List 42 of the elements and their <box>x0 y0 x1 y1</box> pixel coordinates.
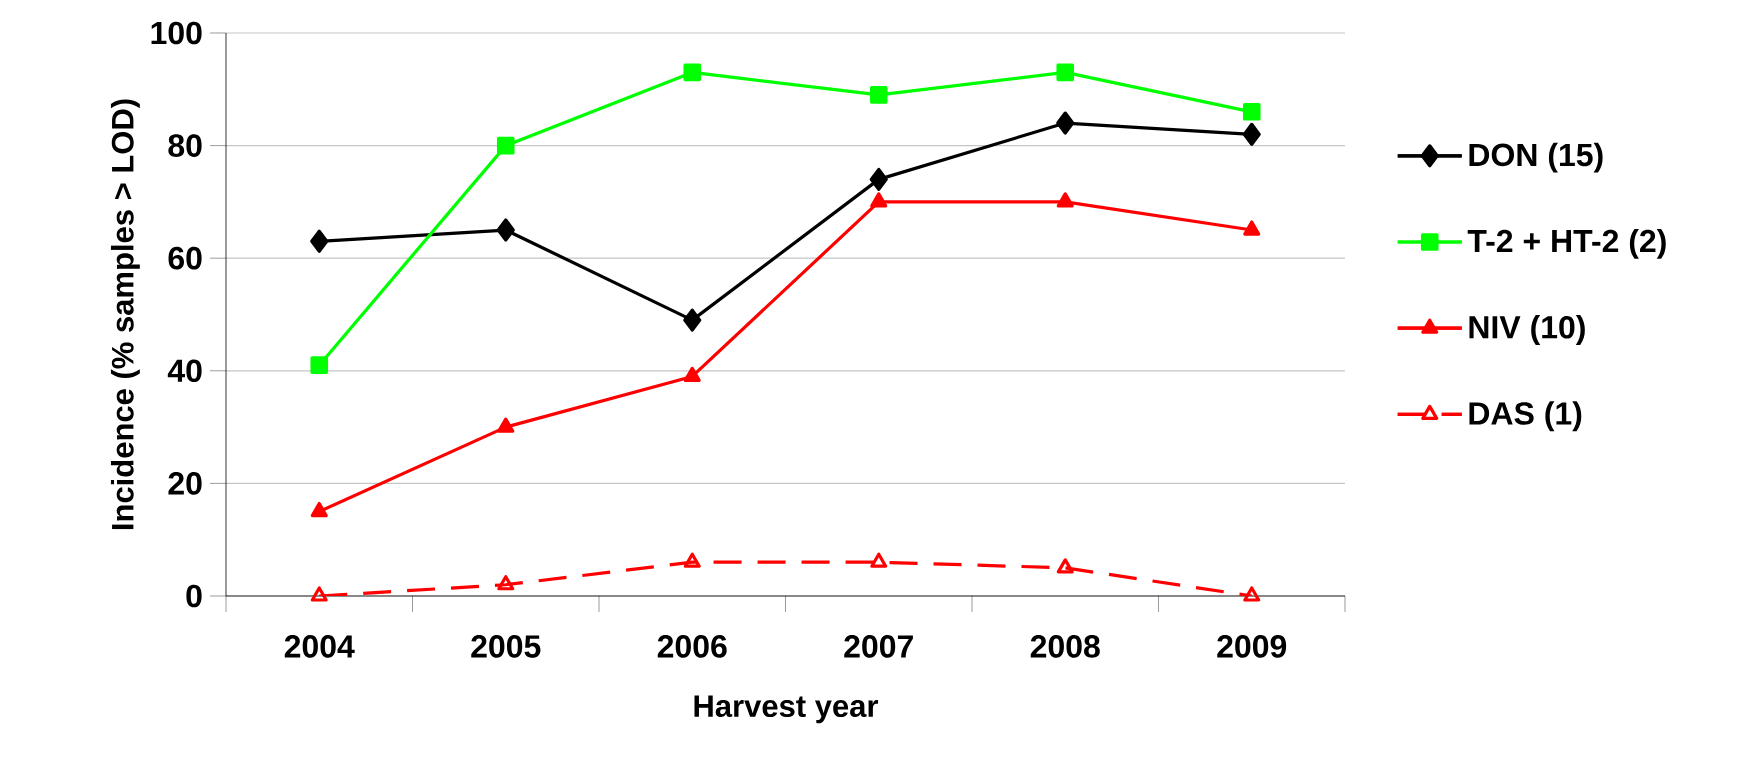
point <box>683 552 701 568</box>
point <box>310 586 328 602</box>
point <box>1243 220 1261 236</box>
point <box>870 192 888 208</box>
point <box>870 552 888 568</box>
point <box>496 218 515 242</box>
y-tick-label: 100 <box>151 21 202 45</box>
point <box>1242 103 1261 121</box>
legend-label: DON (15) <box>1469 142 1603 173</box>
legend-label: T-2 + HT-2 (2) <box>1467 228 1666 259</box>
y-tick-label: 60 <box>168 246 202 270</box>
y-tick-label: 40 <box>167 359 202 383</box>
point <box>1056 63 1075 82</box>
point <box>1242 122 1261 146</box>
legend-label: DAS (1) <box>1469 401 1582 432</box>
y-axis-title: Incidence (% samples > LOD) <box>110 99 140 530</box>
y-tick-label: 80 <box>168 134 202 157</box>
point <box>869 86 888 104</box>
point <box>1056 192 1074 208</box>
point <box>683 308 702 332</box>
point <box>310 229 329 253</box>
x-tick-label: 2009 <box>1217 635 1287 658</box>
point <box>496 136 515 155</box>
point <box>683 366 701 383</box>
point <box>1056 111 1075 135</box>
point <box>497 575 515 591</box>
x-tick-label: 2007 <box>844 635 913 658</box>
point <box>497 417 515 433</box>
x-tick-label: 2008 <box>1030 635 1100 658</box>
y-tick-label: 20 <box>168 472 202 495</box>
point <box>310 501 328 518</box>
point <box>869 167 888 191</box>
y-tick-label: 0 <box>186 584 202 608</box>
x-tick-label: 2006 <box>657 635 727 658</box>
point <box>683 63 702 82</box>
x-axis-title: Harvest year <box>694 695 879 724</box>
legend-label: NIV (10) <box>1469 315 1585 345</box>
x-tick-label: 2004 <box>284 635 355 658</box>
point <box>310 356 329 374</box>
point <box>1056 558 1074 574</box>
x-tick-label: 2005 <box>471 635 541 658</box>
point <box>1243 586 1261 602</box>
